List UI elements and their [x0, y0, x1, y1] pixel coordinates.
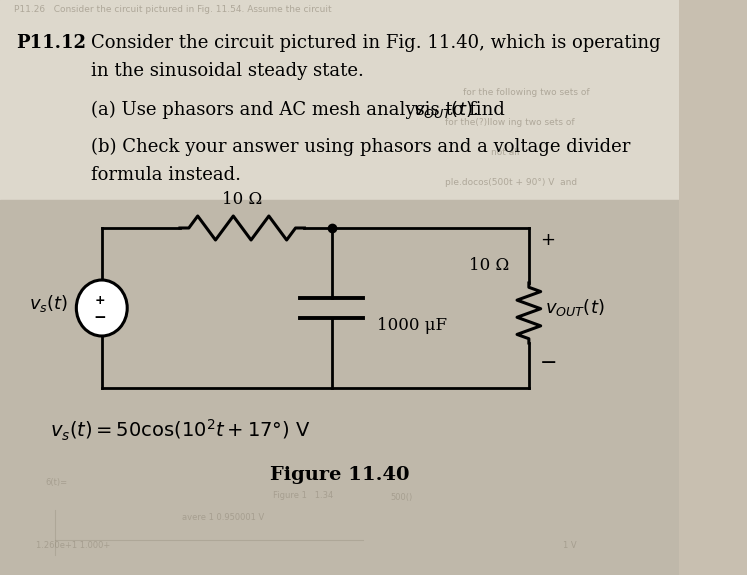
Bar [0, 200, 679, 575]
Text: $v_{OUT}(t)$.: $v_{OUT}(t)$. [413, 99, 479, 120]
Text: Consider the circuit pictured in Fig. 11.40, which is operating: Consider the circuit pictured in Fig. 11… [91, 34, 660, 52]
Text: 1 V: 1 V [563, 541, 577, 550]
Text: for the(?)llow ing two sets of: for the(?)llow ing two sets of [445, 118, 575, 127]
Text: Figure 1   1.34: Figure 1 1.34 [273, 491, 333, 500]
Text: (a) Use phasors and AC mesh analysis to find: (a) Use phasors and AC mesh analysis to … [91, 101, 510, 119]
Text: for the following two sets of: for the following two sets of [463, 88, 590, 97]
Bar [0, 0, 679, 200]
Text: not all: not all [491, 148, 519, 157]
Text: avere 1 0.950001 V: avere 1 0.950001 V [182, 513, 264, 522]
Text: formula instead.: formula instead. [91, 166, 241, 184]
Text: +: + [540, 231, 555, 249]
Text: −: − [540, 353, 557, 373]
Text: 10 Ω: 10 Ω [222, 191, 262, 208]
Text: $v_s(t)$: $v_s(t)$ [29, 293, 69, 313]
Text: P11.26   Consider the circuit pictured in Fig. 11.54. Assume the circuit: P11.26 Consider the circuit pictured in … [13, 5, 331, 14]
Text: ple.docos(500t + 90°) V  and: ple.docos(500t + 90°) V and [445, 178, 577, 187]
Text: 1.260e+1 1.000+: 1.260e+1 1.000+ [37, 541, 111, 550]
Text: 10 Ω: 10 Ω [468, 258, 509, 274]
Text: Figure 11.40: Figure 11.40 [270, 466, 409, 484]
Text: +: + [95, 293, 105, 306]
Text: −: − [93, 310, 106, 325]
Text: in the sinusoidal steady state.: in the sinusoidal steady state. [91, 62, 364, 80]
Text: $v_s(t) = 50\cos(10^2 t + 17°)\ \mathrm{V}$: $v_s(t) = 50\cos(10^2 t + 17°)\ \mathrm{… [50, 417, 311, 443]
Text: 1000 μF: 1000 μF [377, 317, 447, 335]
Text: 500(): 500() [391, 493, 413, 502]
Text: (b) Check your answer using phasors and a voltage divider: (b) Check your answer using phasors and … [91, 138, 630, 156]
Text: 6(t)=: 6(t)= [46, 478, 67, 487]
Text: P11.12: P11.12 [16, 34, 87, 52]
Text: $v_{OUT}(t)$: $v_{OUT}(t)$ [545, 297, 605, 319]
Circle shape [76, 280, 127, 336]
